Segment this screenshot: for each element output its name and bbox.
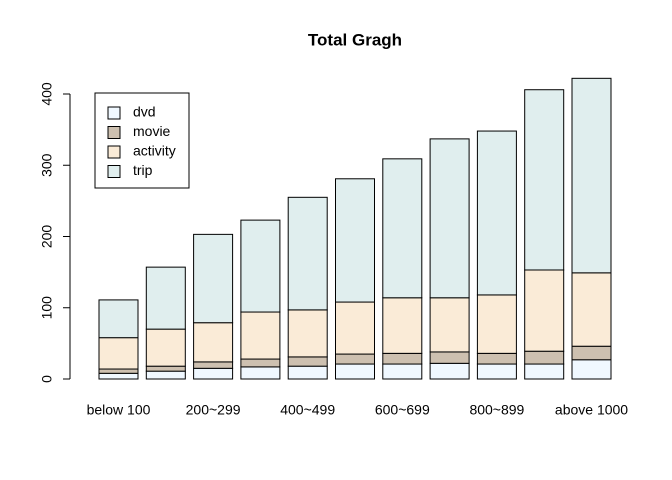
chart-title: Total Gragh [308, 30, 402, 49]
bar-segment [524, 89, 565, 271]
bar-segment [476, 294, 517, 354]
bar-segment [193, 361, 234, 369]
bar-segment [145, 266, 186, 330]
y-tick-label: 200 [39, 225, 55, 249]
bar-segment [429, 351, 470, 364]
bar-segment [193, 322, 234, 363]
bar-segment [429, 297, 470, 353]
bar-segment [145, 365, 186, 372]
x-tick-label: below 100 [87, 402, 151, 418]
bar-segment [476, 352, 517, 365]
bar-segment [382, 158, 423, 299]
bar-segment [571, 345, 612, 361]
y-tick-label: 0 [39, 375, 55, 383]
bar-segment [145, 370, 186, 380]
bar-segment [335, 353, 375, 365]
bar-segment [429, 138, 470, 299]
bar-segment [193, 233, 234, 324]
legend-label: movie [133, 123, 171, 139]
x-tick-label: 600~699 [375, 402, 430, 418]
bar-segment [524, 350, 565, 365]
bar-segment [382, 363, 423, 380]
legend-label: activity [133, 143, 176, 159]
bar-segment [287, 309, 328, 358]
bar-segment [240, 366, 281, 380]
bar-segment [287, 356, 328, 367]
bar-segment [98, 372, 139, 380]
bar-segment [287, 196, 328, 311]
bar-segment [240, 219, 281, 313]
bar-segment [476, 130, 517, 296]
y-tick-label: 400 [39, 82, 55, 106]
bar-segment [335, 178, 375, 303]
bar-segment [287, 365, 328, 380]
x-tick-label: 400~499 [280, 402, 335, 418]
bar-segment [240, 311, 281, 360]
bar-segment [193, 367, 234, 380]
bar-segment [98, 337, 139, 370]
legend-box [94, 92, 190, 189]
legend-swatch [107, 145, 121, 159]
x-tick-label: 800~899 [469, 402, 524, 418]
legend-swatch [107, 126, 121, 139]
y-tick-label: 300 [39, 153, 55, 177]
bar-segment [382, 297, 423, 354]
bar-segment [335, 301, 375, 355]
legend-swatch [107, 165, 121, 178]
bar-segment [145, 328, 186, 367]
legend-swatch [107, 106, 121, 120]
bar-segment [98, 368, 139, 374]
bar-segment [429, 362, 470, 380]
y-tick-label: 100 [39, 296, 55, 320]
bar-segment [571, 359, 612, 380]
bar-segment [240, 358, 281, 368]
x-tick-label: 200~299 [186, 402, 241, 418]
legend-label: dvd [133, 104, 156, 120]
bar-segment [335, 363, 375, 380]
bar-segment [476, 363, 517, 380]
bar-segment [98, 299, 139, 339]
legend-label: trip [133, 162, 153, 178]
x-tick-label: above 1000 [555, 402, 628, 418]
bar-segment [524, 269, 565, 352]
bar-segment [571, 77, 612, 274]
bar-segment [524, 363, 565, 380]
bar-segment [382, 352, 423, 365]
bar-segment [571, 272, 612, 347]
